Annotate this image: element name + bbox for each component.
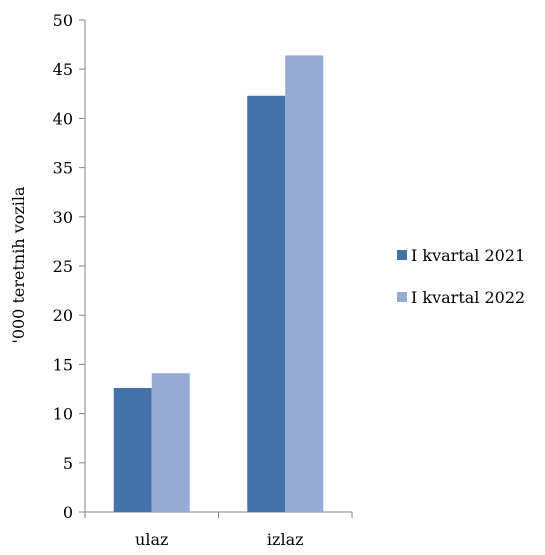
legend-swatch-series-2 <box>397 292 407 302</box>
bar-ulaz-series-2 <box>151 373 190 512</box>
y-tick-label: 30 <box>53 208 73 227</box>
y-axis-title: '000 teretnih vozila <box>9 186 28 344</box>
legend-swatch-series-1 <box>397 250 407 260</box>
y-tick-label: 50 <box>53 11 73 30</box>
legend-label-series-1: I kvartal 2021 <box>411 246 525 265</box>
y-tick-label: 5 <box>63 454 73 473</box>
y-tick-label: 40 <box>53 109 73 128</box>
axis-labels: 0 5 10 15 20 25 30 35 40 45 50 ulaz izlaz <box>53 11 304 549</box>
legend: I kvartal 2021 I kvartal 2022 <box>397 246 525 307</box>
bar-izlaz-series-2 <box>285 55 324 512</box>
y-tick-label: 0 <box>63 503 73 522</box>
y-tick-label: 35 <box>53 159 73 178</box>
legend-label-series-2: I kvartal 2022 <box>411 288 525 307</box>
y-tick-label: 15 <box>53 355 73 374</box>
bars <box>113 55 324 512</box>
x-category-label: ulaz <box>135 530 168 549</box>
y-tick-label: 25 <box>53 257 73 276</box>
bar-izlaz-series-1 <box>247 95 286 512</box>
y-tick-label: 20 <box>53 306 73 325</box>
y-tick-label: 10 <box>53 405 73 424</box>
y-tick-label: 45 <box>53 60 73 79</box>
bar-ulaz-series-1 <box>113 388 152 512</box>
x-category-label: izlaz <box>267 530 304 549</box>
